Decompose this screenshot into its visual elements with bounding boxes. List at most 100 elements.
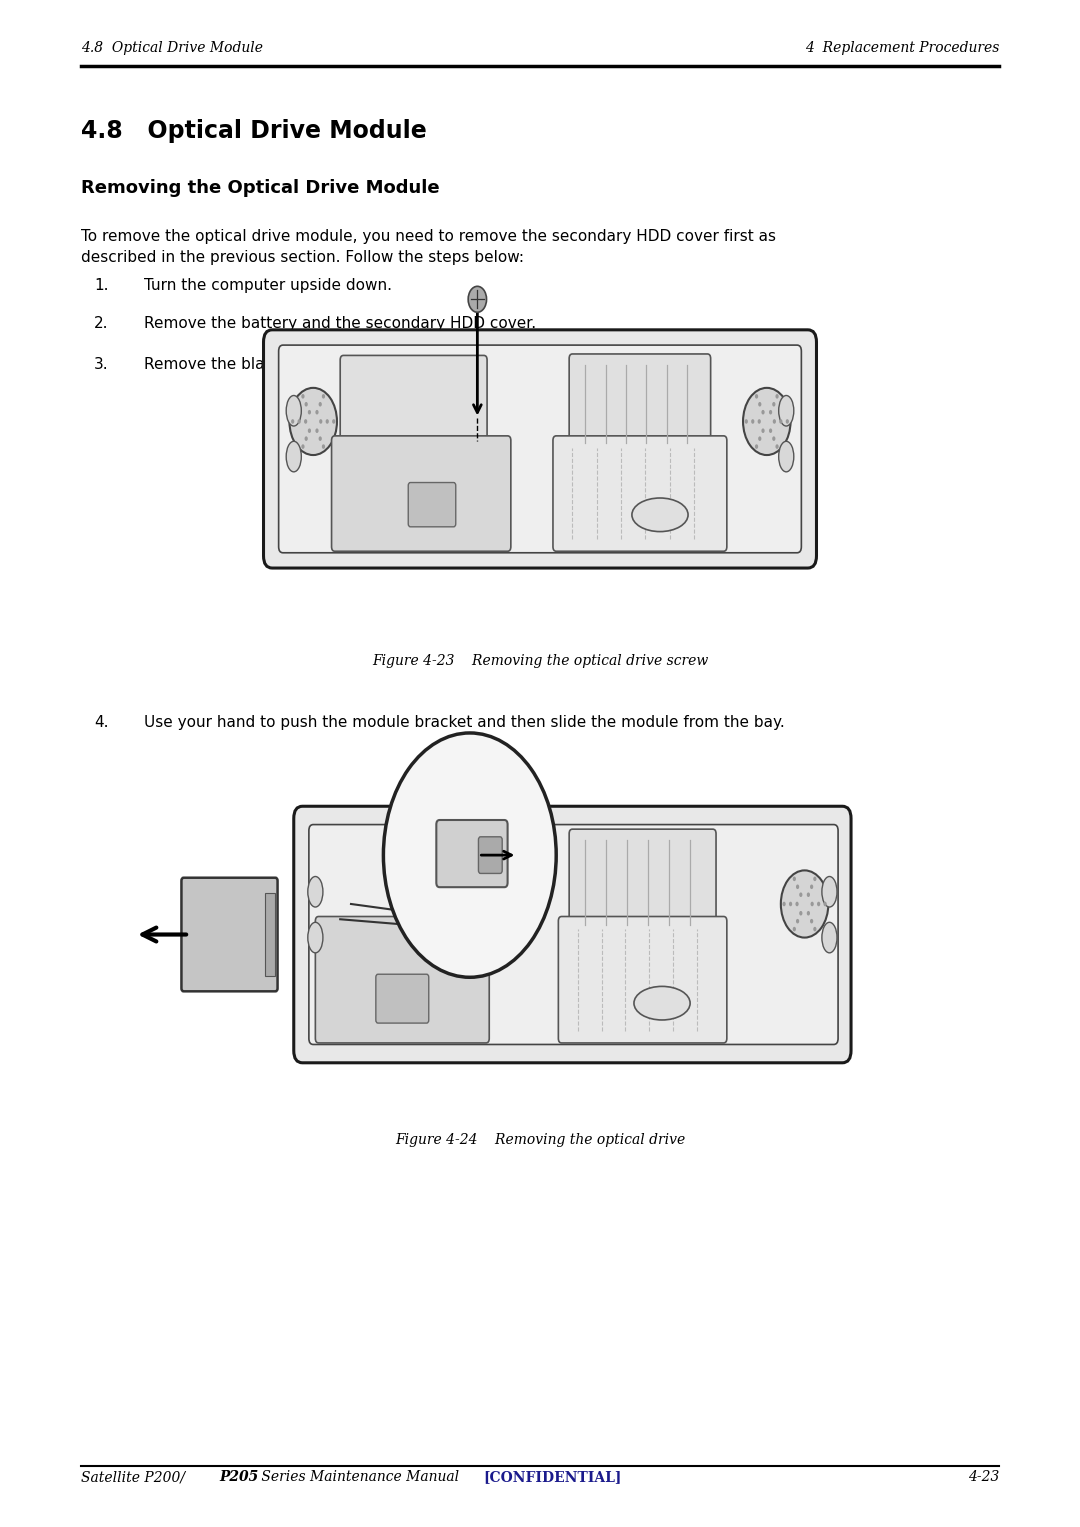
Circle shape [319, 437, 322, 441]
Circle shape [315, 429, 319, 434]
Circle shape [818, 901, 821, 906]
FancyBboxPatch shape [569, 829, 716, 936]
Ellipse shape [308, 876, 323, 907]
Circle shape [796, 919, 799, 924]
Text: Remove the battery and the secondary HDD cover.: Remove the battery and the secondary HDD… [144, 316, 536, 331]
FancyBboxPatch shape [315, 916, 489, 1043]
Circle shape [772, 418, 775, 423]
Circle shape [796, 884, 799, 889]
FancyBboxPatch shape [569, 354, 711, 454]
Circle shape [383, 733, 556, 977]
Circle shape [319, 402, 322, 406]
Text: [CONFIDENTIAL]: [CONFIDENTIAL] [483, 1471, 621, 1484]
FancyBboxPatch shape [265, 893, 275, 976]
Circle shape [315, 409, 319, 414]
Circle shape [761, 429, 765, 434]
FancyBboxPatch shape [553, 435, 727, 551]
Circle shape [779, 418, 782, 423]
Circle shape [795, 901, 799, 906]
Circle shape [810, 901, 814, 906]
Circle shape [782, 901, 785, 906]
Circle shape [775, 394, 779, 399]
Circle shape [807, 892, 810, 896]
Circle shape [772, 402, 775, 406]
Circle shape [308, 409, 311, 414]
FancyBboxPatch shape [264, 330, 816, 568]
Circle shape [291, 418, 294, 423]
Ellipse shape [632, 498, 688, 531]
Circle shape [320, 418, 322, 423]
Circle shape [781, 870, 828, 938]
Circle shape [322, 394, 325, 399]
Circle shape [326, 418, 329, 423]
Text: Figure 4-24    Removing the optical drive: Figure 4-24 Removing the optical drive [395, 1133, 685, 1147]
Text: Turn the computer upside down.: Turn the computer upside down. [144, 278, 392, 293]
Circle shape [810, 919, 813, 924]
Ellipse shape [634, 986, 690, 1020]
FancyBboxPatch shape [181, 878, 278, 991]
Ellipse shape [822, 876, 837, 907]
Ellipse shape [822, 922, 837, 953]
Ellipse shape [779, 395, 794, 426]
Text: 4.8  Optical Drive Module: 4.8 Optical Drive Module [81, 41, 264, 55]
Circle shape [758, 402, 761, 406]
Circle shape [305, 418, 307, 423]
Text: 1.: 1. [94, 278, 108, 293]
Circle shape [810, 884, 813, 889]
Text: Removing the Optical Drive Module: Removing the Optical Drive Module [81, 179, 440, 197]
Circle shape [755, 444, 758, 449]
FancyBboxPatch shape [309, 825, 838, 1044]
Circle shape [301, 444, 305, 449]
Circle shape [755, 394, 758, 399]
Circle shape [308, 429, 311, 434]
Text: P205: P205 [219, 1471, 258, 1484]
Circle shape [289, 388, 337, 455]
Circle shape [813, 876, 816, 881]
FancyBboxPatch shape [279, 345, 801, 553]
FancyBboxPatch shape [558, 916, 727, 1043]
Circle shape [772, 437, 775, 441]
Circle shape [757, 418, 760, 423]
Circle shape [322, 444, 325, 449]
Circle shape [305, 402, 308, 406]
Circle shape [751, 418, 754, 423]
Circle shape [793, 876, 796, 881]
Circle shape [813, 927, 816, 931]
Text: 4.8   Optical Drive Module: 4.8 Optical Drive Module [81, 119, 427, 144]
Text: To remove the optical drive module, you need to remove the secondary HDD cover f: To remove the optical drive module, you … [81, 229, 777, 266]
Ellipse shape [779, 441, 794, 472]
Circle shape [761, 409, 765, 414]
Circle shape [469, 287, 486, 313]
Circle shape [788, 901, 792, 906]
Text: 4-23: 4-23 [968, 1471, 999, 1484]
Circle shape [807, 912, 810, 916]
Circle shape [297, 418, 300, 423]
FancyBboxPatch shape [294, 806, 851, 1063]
Circle shape [785, 418, 788, 423]
Circle shape [305, 437, 308, 441]
Text: Figure 4-23    Removing the optical drive screw: Figure 4-23 Removing the optical drive s… [372, 654, 708, 667]
Text: Remove the black M2.5x8 screw securing the optical drive module.: Remove the black M2.5x8 screw securing t… [144, 357, 660, 373]
Text: Series Maintenance Manual: Series Maintenance Manual [257, 1471, 459, 1484]
Circle shape [799, 892, 802, 896]
Circle shape [333, 418, 335, 423]
Text: 4  Replacement Procedures: 4 Replacement Procedures [805, 41, 999, 55]
Circle shape [824, 901, 827, 906]
Circle shape [769, 429, 772, 434]
Circle shape [769, 409, 772, 414]
FancyBboxPatch shape [332, 435, 511, 551]
Text: 3.: 3. [94, 357, 109, 373]
Circle shape [758, 437, 761, 441]
Text: 4.: 4. [94, 715, 108, 730]
Ellipse shape [286, 441, 301, 472]
Circle shape [793, 927, 796, 931]
Ellipse shape [286, 395, 301, 426]
FancyBboxPatch shape [376, 974, 429, 1023]
Circle shape [301, 394, 305, 399]
Ellipse shape [308, 922, 323, 953]
Circle shape [743, 388, 791, 455]
FancyBboxPatch shape [478, 837, 502, 873]
Circle shape [744, 418, 747, 423]
Circle shape [799, 912, 802, 916]
Text: Satellite P200/: Satellite P200/ [81, 1471, 189, 1484]
